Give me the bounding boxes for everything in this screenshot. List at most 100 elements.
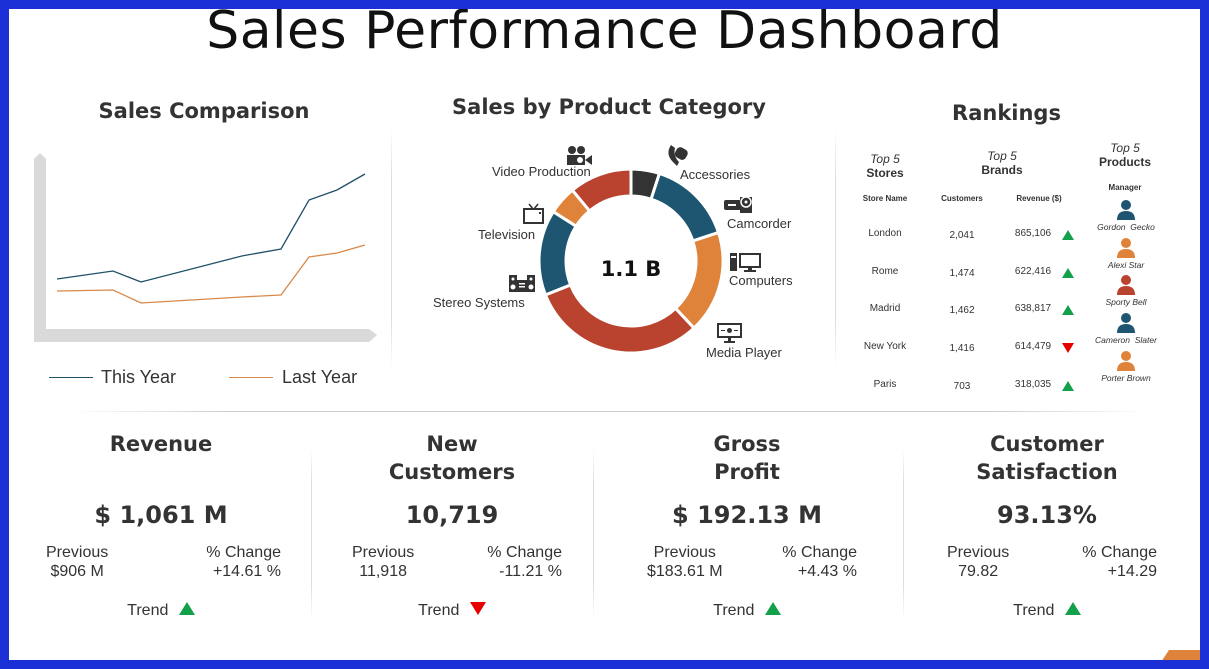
col-customers: Customers xyxy=(941,194,983,203)
divider xyxy=(69,411,1149,412)
kpi-value: 10,719 xyxy=(405,501,499,529)
watch-icon xyxy=(668,145,688,166)
chart-legend: This Year Last Year xyxy=(49,367,409,391)
kpi-title: Revenue xyxy=(109,432,213,456)
label-camcorder: Camcorder xyxy=(727,216,792,231)
kpi-change: % Change +14.29 xyxy=(1082,544,1157,580)
group-top-label: Top 5 xyxy=(1110,141,1140,155)
sales-comparison-chart xyxy=(34,153,377,342)
manager-name: Alexi Star xyxy=(1107,260,1145,270)
label-accessories: Accessories xyxy=(680,167,751,182)
col-manager: Manager xyxy=(1108,183,1142,192)
corner-accent xyxy=(1161,650,1200,660)
store-name: Madrid xyxy=(869,303,901,314)
trend-down-icon xyxy=(469,602,486,615)
legend-label-this-year: This Year xyxy=(101,367,177,387)
group-top-label: Top 5 xyxy=(870,152,900,166)
revenue: 622,416 xyxy=(1014,266,1052,277)
kpi-value: $ 192.13 M xyxy=(672,501,822,529)
divider xyxy=(311,449,312,619)
store-name: Paris xyxy=(873,379,897,390)
series-line-this-year xyxy=(56,173,366,283)
label-video-production: Video Production xyxy=(492,164,591,179)
kpi-previous: Previous $183.61 M xyxy=(647,544,723,580)
legend-label-last-year: Last Year xyxy=(282,367,358,387)
group-name: Products xyxy=(1098,155,1151,169)
dashboard: Sales Performance Dashboard Sales Compar… xyxy=(9,9,1200,660)
kpi-trend: Trend xyxy=(907,601,1187,620)
manager-name: Sporty Bell xyxy=(1105,297,1147,307)
page-title: Sales Performance Dashboard xyxy=(206,9,1003,61)
stereo-icon xyxy=(509,275,535,292)
customers: 1,474 xyxy=(949,268,975,279)
store-name: London xyxy=(868,228,902,239)
category-title: Sales by Product Category xyxy=(452,95,766,119)
kpi-title: New Customers xyxy=(388,432,516,484)
label-television: Television xyxy=(478,227,536,242)
kpi-change: % Change +4.43 % xyxy=(782,544,857,580)
label-stereo-systems: Stereo Systems xyxy=(433,295,525,310)
sales-comparison-title: Sales Comparison xyxy=(98,99,310,123)
label-computers: Computers xyxy=(729,273,793,288)
group-name: Brands xyxy=(981,163,1023,177)
y-axis-3d xyxy=(34,153,46,342)
kpi-trend: Trend xyxy=(607,601,887,620)
revenue: 638,817 xyxy=(1014,303,1052,314)
store-name: Rome xyxy=(871,266,899,277)
kpi-title: Gross Profit xyxy=(713,432,781,484)
computer-icon xyxy=(730,253,761,272)
legend-swatch-last-year xyxy=(229,377,273,378)
media-player-icon xyxy=(717,323,742,343)
customers: 703 xyxy=(953,381,971,392)
trend-up-icon xyxy=(1062,305,1074,315)
trend-up-icon xyxy=(1062,268,1074,278)
kpi-trend: Trend xyxy=(21,601,301,620)
group-brands: Top 5 Brands xyxy=(971,149,1033,177)
kpi-card: Revenue $ 1,061 M Previous $906 M % Chang… xyxy=(21,424,301,620)
trend-up-icon xyxy=(1062,230,1074,240)
trend-up-icon xyxy=(1062,381,1074,391)
manager-name: Cameron Slater xyxy=(1095,335,1157,345)
legend-swatch-this-year xyxy=(49,377,93,378)
avatar-icon xyxy=(1117,313,1135,333)
avatar-icon xyxy=(1117,275,1135,295)
trend-up-icon xyxy=(764,602,781,615)
col-revenue: Revenue ($) xyxy=(1016,194,1062,203)
category-donut xyxy=(537,167,725,355)
divider xyxy=(391,129,392,369)
avatar-icon xyxy=(1117,351,1135,371)
movie-camera-icon xyxy=(567,146,592,165)
camcorder-icon xyxy=(724,196,752,213)
avatar-icon xyxy=(1117,238,1135,258)
group-top-label: Top 5 xyxy=(987,149,1017,163)
rankings-title: Rankings xyxy=(952,101,1061,125)
donut-slice-media-player xyxy=(543,282,697,355)
kpi-change: % Change -11.21 % xyxy=(487,544,562,580)
television-icon xyxy=(523,203,544,224)
donut-slice-video-production xyxy=(570,167,633,214)
divider xyxy=(835,129,836,369)
donut-center-total: 1.1 B xyxy=(600,257,662,281)
label-media-player: Media Player xyxy=(706,345,782,360)
kpi-card: Gross Profit $ 192.13 M Previous $183.61 M… xyxy=(607,424,887,620)
divider xyxy=(903,449,904,619)
store-name: New York xyxy=(863,341,907,352)
donut-slice-camcorder xyxy=(649,171,721,243)
kpi-previous: Previous 79.82 xyxy=(947,544,1010,580)
group-stores: Top 5 Stores xyxy=(855,152,915,180)
kpi-value: $ 1,061 M xyxy=(94,501,228,529)
customers: 1,416 xyxy=(949,343,975,354)
kpi-title: Customer Satisfaction xyxy=(976,432,1118,484)
manager-name: Gordon Gecko xyxy=(1097,222,1155,232)
trend-up-icon xyxy=(1064,602,1081,615)
x-axis-3d xyxy=(34,329,377,342)
series-line-last-year xyxy=(56,244,366,304)
revenue: 614,479 xyxy=(1014,341,1052,352)
kpi-previous: Previous 11,918 xyxy=(352,544,415,580)
group-name: Stores xyxy=(866,166,904,180)
kpi-card: Customer Satisfaction 93.13% Previous 79.8… xyxy=(907,424,1187,620)
kpi-card: New Customers 10,719 Previous 11,918 % Cha… xyxy=(312,424,592,620)
kpi-trend: Trend xyxy=(312,601,592,620)
revenue: 318,035 xyxy=(1014,379,1052,390)
manager-name: Porter Brown xyxy=(1101,373,1151,383)
